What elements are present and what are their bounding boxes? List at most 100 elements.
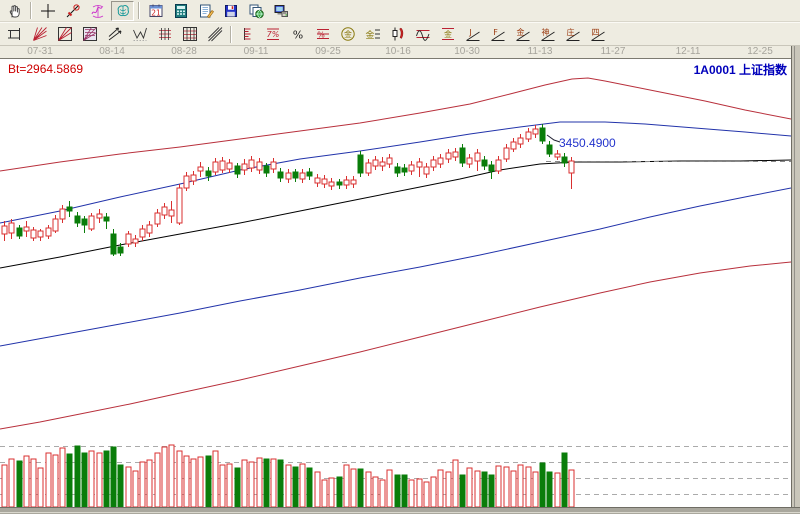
brain-tool-icon [117,4,129,16]
toolbar-separator [230,25,232,43]
x-axis-label: 08-28 [171,46,197,57]
parallel-lines-icon [207,27,222,42]
gann-fan-fill-button[interactable] [78,24,101,44]
lower-blue-line [0,187,791,347]
gann-fan-icon [32,27,47,41]
trend-lines-icon [108,27,121,41]
angle-f-button[interactable]: F [486,24,509,44]
angle-pin-button[interactable] [61,1,84,21]
angle-si-button[interactable]: 四 [586,24,609,44]
angle-j-button[interactable]: J [461,24,484,44]
pattern-tool-button[interactable] [86,1,109,21]
candlesticks [1,124,575,256]
svg-text:%: % [292,29,302,42]
x-axis-label: 09-25 [315,46,341,57]
gold-circle-button[interactable]: 金 [336,24,359,44]
gann-fan-box-button[interactable] [53,24,76,44]
wave-channel-button[interactable] [411,24,434,44]
percent-icon: % [292,29,302,42]
crosshair-button[interactable] [36,1,59,21]
angle-si-icon: 四 [590,28,605,41]
wave-channel-icon [415,30,429,41]
percent-button[interactable]: % [286,24,309,44]
angle-shen-icon: 神 [540,27,555,41]
svg-text:J: J [468,28,471,37]
box-tool-button[interactable] [3,24,26,44]
x-axis-label: 07-31 [27,46,53,57]
grid-button[interactable] [153,24,176,44]
grid-box-button[interactable] [178,24,201,44]
workstation-button[interactable] [269,1,292,21]
svg-text:7%: 7% [266,30,279,39]
brain-tool-button[interactable] [111,0,134,21]
chart-svg[interactable] [0,59,791,508]
gann-fan-fill-icon [82,27,97,41]
pattern-tool-icon [91,4,103,18]
crosshair-icon [40,3,55,18]
angle-j-icon: J [465,28,480,41]
last-price-callout: 3450.4900 [559,136,616,150]
parallel-lines-button[interactable] [203,24,226,44]
x-axis-label: 10-16 [385,46,411,57]
save-icon [224,4,237,17]
svg-text:金: 金 [344,29,352,39]
svg-text:神: 神 [541,27,549,37]
gold-lines-button[interactable]: 金 [361,24,384,44]
gold-circle-icon: 金 [340,27,355,41]
price-scale-button[interactable] [236,24,259,44]
svg-text:庄: 庄 [566,27,574,37]
candle-brush-icon [392,27,403,41]
upper-blue-line [0,121,791,224]
calculator-button[interactable] [169,1,192,21]
notepad-icon [199,4,214,18]
angle-gold-button[interactable]: 金 [511,24,534,44]
svg-text:金: 金 [365,29,374,41]
x-axis-label: 11-27 [600,46,626,57]
trend-lines-button[interactable] [103,24,126,44]
lower-red-line [0,261,791,430]
grid-icon [158,28,171,40]
calendar-button[interactable]: 21 [144,1,167,21]
toolbar-separator [138,2,140,19]
notepad-button[interactable] [194,1,217,21]
x-axis-date-row: 07-31 08-14 08-28 09-11 09-25 10-16 10-30 11-13… [0,46,791,58]
gann-fan-button[interactable] [28,24,51,44]
price-pointer-line [546,134,561,143]
candle-brush-button[interactable] [386,24,409,44]
pan-hand-icon [9,4,20,17]
gold-lines-icon: 金 [365,29,380,41]
workstation-icon [274,4,288,17]
main-toolbar: 21 [0,0,800,22]
angle-f-icon: F [490,28,505,41]
svg-text:四: 四 [591,28,599,37]
x-axis-label: 12-11 [675,46,701,57]
angle-shen-button[interactable]: 神 [536,24,559,44]
calculator-icon [174,3,187,18]
angle-gold-icon: 金 [515,27,530,41]
symbol-title: 1A0001 上证指数 [693,63,787,77]
angle-zhuang-icon: 庄 [565,27,580,41]
svg-text:21: 21 [151,8,161,17]
band-lines [0,77,791,430]
angle-zhuang-button[interactable]: 庄 [561,24,584,44]
x-axis-label: 10-30 [454,46,480,57]
angle-pin-icon [66,3,80,17]
volume-gridlines [0,446,791,495]
zigzag-button[interactable] [128,24,151,44]
gold-band-button[interactable]: 金 [436,24,459,44]
export-pages-button[interactable] [244,1,267,21]
retracement-7pct-button[interactable]: 7% [261,24,284,44]
x-axis-label: 09-11 [243,46,269,57]
save-button[interactable] [219,1,242,21]
svg-text:%: % [317,31,325,40]
toolbar-separator [30,2,32,19]
svg-text:F: F [493,28,498,37]
x-axis-label: 08-14 [99,46,125,57]
grid-box-icon [182,27,197,41]
chart-area[interactable]: Bt=2964.5869 1A0001 上证指数 3450.4900 [0,58,791,508]
calendar-icon: 21 [149,4,162,17]
percent-lines-button[interactable]: % [311,24,334,44]
zigzag-icon [132,27,147,41]
pan-hand-button[interactable] [3,1,26,21]
